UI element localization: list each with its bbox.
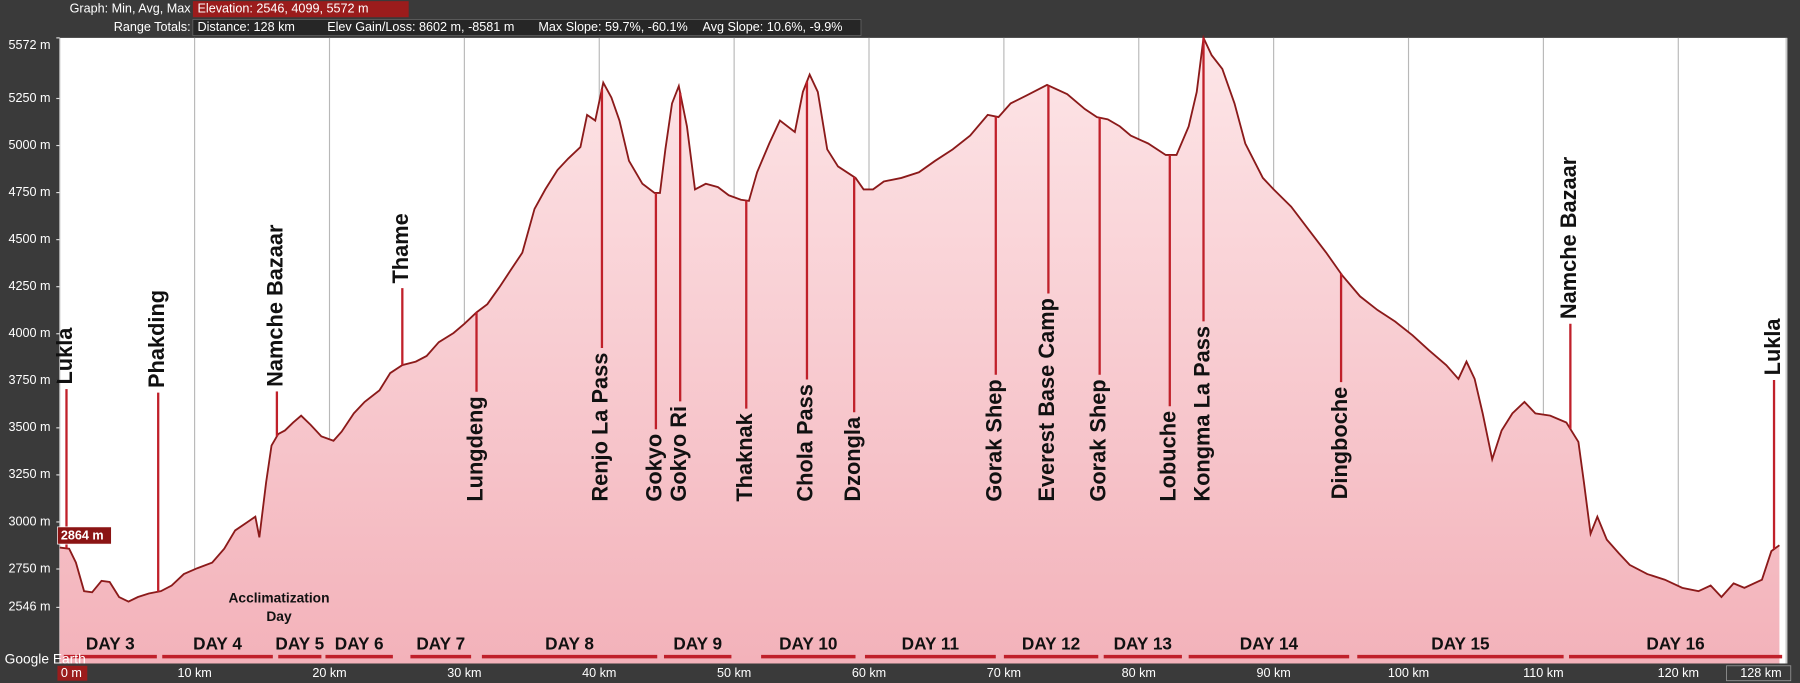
annotation-label: Gokyo	[642, 434, 667, 502]
annotation-label: Dingboche	[1327, 387, 1352, 500]
x-tick-label: 10 km	[177, 666, 211, 680]
stats-box	[192, 1, 409, 18]
annotation-label: Everest Base Camp	[1034, 298, 1059, 502]
x-tick-label: 0 m	[61, 666, 82, 680]
range-total: Distance: 128 km	[197, 20, 294, 34]
x-tick-label: 120 km	[1658, 666, 1699, 680]
annotation-label: Phakding	[144, 290, 169, 388]
day-label: DAY 7	[416, 634, 465, 654]
stats: Elevation: 2546, 4099, 5572 m	[197, 2, 368, 16]
graph-label: Graph: Min, Avg, Max	[70, 2, 192, 16]
x-tick-label: 90 km	[1256, 666, 1290, 680]
day-label: DAY 4	[193, 634, 242, 654]
y-tick-label: 3250 m	[8, 467, 50, 481]
day-label: DAY 6	[335, 634, 384, 654]
annotation-label: Thaknak	[732, 412, 757, 501]
annotation-label: Thame	[388, 213, 413, 283]
range-label: Range Totals:	[114, 20, 191, 34]
x-tick-label: 50 km	[717, 666, 751, 680]
day-label: DAY 9	[673, 634, 722, 654]
day-label: DAY 16	[1646, 634, 1704, 654]
day-label: DAY 15	[1431, 634, 1490, 654]
annotation-label: Namche Bazaar	[263, 224, 288, 387]
range-total: Elev Gain/Loss: 8602 m, -8581 m	[327, 20, 514, 34]
range-total: Avg Slope: 10.6%, -9.9%	[703, 20, 843, 34]
annotation-label: Chola Pass	[793, 384, 818, 502]
y-tick-label: 5572 m	[8, 38, 50, 52]
y-tick-label: 2546 m	[8, 600, 50, 614]
area-fill	[59, 37, 1780, 664]
annotation-label: Lukla	[52, 327, 77, 385]
x-tick-label: 70 km	[987, 666, 1021, 680]
day-label: DAY 13	[1114, 634, 1172, 654]
note-box: Acclimatization Day	[228, 590, 330, 625]
day-label: DAY 8	[545, 634, 594, 654]
y-tick-label: 4250 m	[8, 279, 50, 293]
annotation-label: Lukla	[1760, 318, 1785, 376]
x-tick-label: 20 km	[312, 666, 346, 680]
annotation-label: Namche Bazaar	[1556, 156, 1581, 319]
annotation-label: Lungdeng	[462, 396, 487, 501]
watermark: Google Earth	[5, 652, 86, 667]
day-label: DAY 14	[1240, 634, 1299, 654]
y-tick-label: 4000 m	[8, 326, 50, 340]
y-tick-label: 4750 m	[8, 185, 50, 199]
x-tick-label: 40 km	[582, 666, 616, 680]
day-label: DAY 10	[779, 634, 837, 654]
day-label: DAY 11	[902, 634, 960, 654]
x-tick-label: 60 km	[852, 666, 886, 680]
annotation-label: Gorak Shep	[982, 379, 1007, 501]
annotation-label: Gokyo Ri	[666, 406, 691, 502]
y-tick-label: 5250 m	[8, 91, 50, 105]
x-tick-label: 128 km	[1740, 666, 1781, 680]
y-tick-label: 4500 m	[8, 232, 50, 246]
tick-label-box	[1726, 665, 1792, 682]
day-label: DAY 3	[86, 634, 135, 654]
y-tick-label: 3750 m	[8, 373, 50, 387]
x-tick-label: 80 km	[1122, 666, 1156, 680]
y-tick-label: 3500 m	[8, 420, 50, 434]
tick-label-box	[57, 665, 88, 681]
x-tick-label: 110 km	[1523, 666, 1563, 680]
annotation-label: Dzongla	[840, 416, 865, 502]
range-box	[192, 19, 862, 36]
note: Acclimatization Day	[228, 590, 330, 625]
annotation-label: Kongma La Pass	[1189, 326, 1214, 502]
x-tick-label: 100 km	[1388, 666, 1429, 680]
y-tick-label: 2750 m	[8, 561, 50, 575]
x-tick-label: 30 km	[447, 666, 481, 680]
y-tick-label: 3000 m	[8, 514, 50, 528]
plot: 0 m 10 km 20 km 30 km 40 km 50 km 60 km 70 km 80…	[8, 34, 1792, 682]
day-label: DAY 12	[1022, 634, 1080, 654]
annotation-label: Lobuche	[1156, 411, 1181, 502]
readout: 2864 m	[61, 528, 104, 542]
y-tick-label: 5000 m	[8, 138, 50, 152]
annotation-label: Renjo La Pass	[588, 353, 613, 502]
annotation-label: Gorak Shep	[1085, 379, 1110, 501]
day-label: DAY 5	[275, 634, 324, 654]
readout-box	[57, 526, 112, 545]
range-total: Max Slope: 59.7%, -60.1%	[538, 20, 687, 34]
